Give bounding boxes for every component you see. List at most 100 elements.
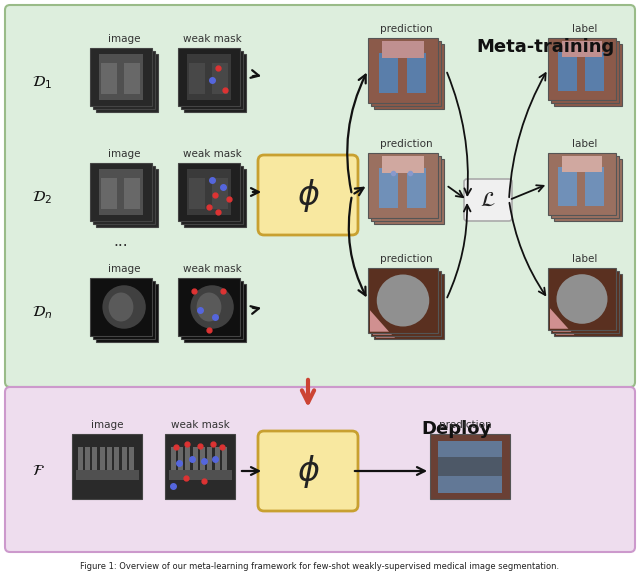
Bar bbox=[438, 457, 502, 476]
Text: $\phi$: $\phi$ bbox=[296, 176, 319, 214]
Bar bbox=[102, 57, 146, 103]
Text: image: image bbox=[91, 420, 124, 430]
Bar bbox=[382, 41, 424, 58]
Bar bbox=[122, 447, 127, 470]
Bar bbox=[410, 56, 429, 96]
Bar bbox=[385, 59, 404, 99]
Bar bbox=[374, 159, 444, 224]
Bar bbox=[195, 183, 211, 215]
Bar bbox=[438, 440, 502, 493]
Text: prediction: prediction bbox=[380, 254, 432, 264]
Text: prediction: prediction bbox=[380, 139, 432, 149]
Bar bbox=[378, 168, 398, 208]
Bar bbox=[368, 38, 438, 103]
Bar bbox=[127, 180, 143, 212]
Bar bbox=[558, 167, 577, 206]
Ellipse shape bbox=[383, 280, 435, 332]
Bar bbox=[192, 66, 207, 98]
Bar bbox=[413, 174, 432, 214]
Bar bbox=[106, 60, 148, 106]
Ellipse shape bbox=[108, 291, 152, 335]
Polygon shape bbox=[373, 313, 392, 335]
Bar bbox=[90, 278, 152, 336]
Bar bbox=[588, 170, 607, 208]
Bar bbox=[430, 434, 510, 499]
Bar bbox=[551, 156, 619, 218]
Bar bbox=[184, 169, 246, 227]
Bar bbox=[93, 166, 155, 224]
Bar bbox=[130, 69, 146, 100]
Bar bbox=[562, 156, 602, 172]
Bar bbox=[124, 62, 140, 94]
Bar bbox=[554, 44, 622, 106]
Bar bbox=[385, 44, 427, 61]
Polygon shape bbox=[370, 310, 389, 332]
Bar bbox=[129, 447, 134, 470]
Ellipse shape bbox=[196, 291, 240, 335]
Bar bbox=[388, 47, 430, 63]
Polygon shape bbox=[556, 314, 575, 335]
Text: label: label bbox=[572, 24, 598, 34]
Bar bbox=[215, 66, 230, 98]
Ellipse shape bbox=[109, 292, 133, 321]
Ellipse shape bbox=[115, 299, 140, 328]
Bar bbox=[381, 171, 401, 211]
Bar bbox=[385, 159, 427, 175]
Bar bbox=[218, 69, 234, 100]
Bar bbox=[382, 156, 424, 172]
Text: label: label bbox=[572, 254, 598, 264]
Bar bbox=[195, 69, 211, 100]
Bar bbox=[588, 55, 607, 94]
Bar bbox=[562, 41, 602, 57]
Bar bbox=[188, 54, 230, 100]
Ellipse shape bbox=[557, 274, 607, 324]
Bar bbox=[85, 447, 90, 470]
Bar bbox=[181, 166, 243, 224]
Ellipse shape bbox=[377, 275, 429, 327]
Bar bbox=[554, 159, 622, 221]
Bar bbox=[96, 54, 158, 112]
Bar bbox=[406, 168, 426, 208]
Bar bbox=[548, 153, 616, 215]
FancyBboxPatch shape bbox=[258, 155, 358, 235]
Bar bbox=[178, 48, 240, 106]
Bar bbox=[92, 447, 97, 470]
Bar bbox=[564, 58, 583, 96]
Bar bbox=[378, 53, 398, 93]
Bar bbox=[178, 447, 183, 470]
Bar bbox=[115, 447, 119, 470]
Bar bbox=[212, 62, 228, 94]
Bar bbox=[413, 59, 432, 99]
Bar bbox=[207, 447, 212, 470]
Text: $\mathcal{L}$: $\mathcal{L}$ bbox=[480, 190, 496, 210]
Bar bbox=[96, 284, 158, 342]
Bar bbox=[101, 178, 116, 210]
Bar bbox=[93, 51, 155, 109]
Bar bbox=[558, 53, 577, 91]
FancyBboxPatch shape bbox=[5, 5, 635, 387]
Bar bbox=[72, 434, 142, 499]
Bar bbox=[130, 183, 146, 215]
Text: image: image bbox=[108, 149, 140, 159]
Bar bbox=[548, 38, 616, 100]
Ellipse shape bbox=[380, 278, 432, 329]
Text: Deploy: Deploy bbox=[421, 420, 492, 438]
Bar bbox=[96, 169, 158, 227]
Bar bbox=[561, 170, 580, 208]
Bar bbox=[368, 153, 438, 218]
Bar bbox=[107, 447, 112, 470]
Bar bbox=[551, 271, 619, 333]
Text: $\mathcal{D}_1$: $\mathcal{D}_1$ bbox=[32, 75, 52, 91]
Bar bbox=[77, 447, 83, 470]
Ellipse shape bbox=[196, 292, 221, 321]
Text: $\phi$: $\phi$ bbox=[296, 452, 319, 489]
Bar bbox=[374, 44, 444, 109]
Bar bbox=[591, 58, 611, 96]
Ellipse shape bbox=[200, 296, 225, 324]
Bar bbox=[212, 178, 228, 210]
Bar bbox=[107, 183, 123, 215]
Bar bbox=[90, 163, 152, 221]
Text: label: label bbox=[572, 139, 598, 149]
Text: Figure 1: Overview of our meta-learning framework for few-shot weakly-supervised: Figure 1: Overview of our meta-learning … bbox=[81, 562, 559, 571]
Text: $\mathcal{D}_2$: $\mathcal{D}_2$ bbox=[32, 190, 52, 206]
